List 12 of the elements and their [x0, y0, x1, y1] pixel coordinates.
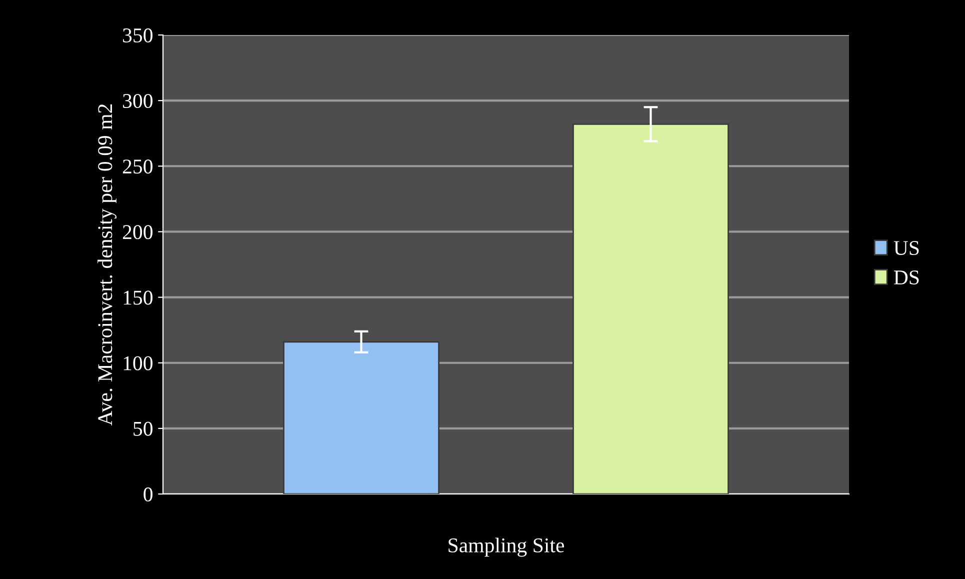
y-tick-label: 150: [124, 290, 152, 305]
y-tick-label: 350: [123, 28, 152, 42]
y-axis-title: Ave. Macroinvert. density per 0.09 m2: [98, 104, 116, 426]
y-tick-label: 250: [122, 160, 152, 174]
legend-label: US: [894, 241, 919, 256]
y-tick-label: 50: [134, 422, 152, 436]
y-tick-label: 200: [122, 225, 152, 240]
legend-label: DS: [894, 270, 919, 284]
x-axis-title: Sampling Site: [448, 538, 564, 557]
y-tick-label: 0: [144, 487, 152, 502]
y-tick-label: 300: [123, 94, 152, 108]
y-tick-label: 100: [124, 356, 152, 370]
